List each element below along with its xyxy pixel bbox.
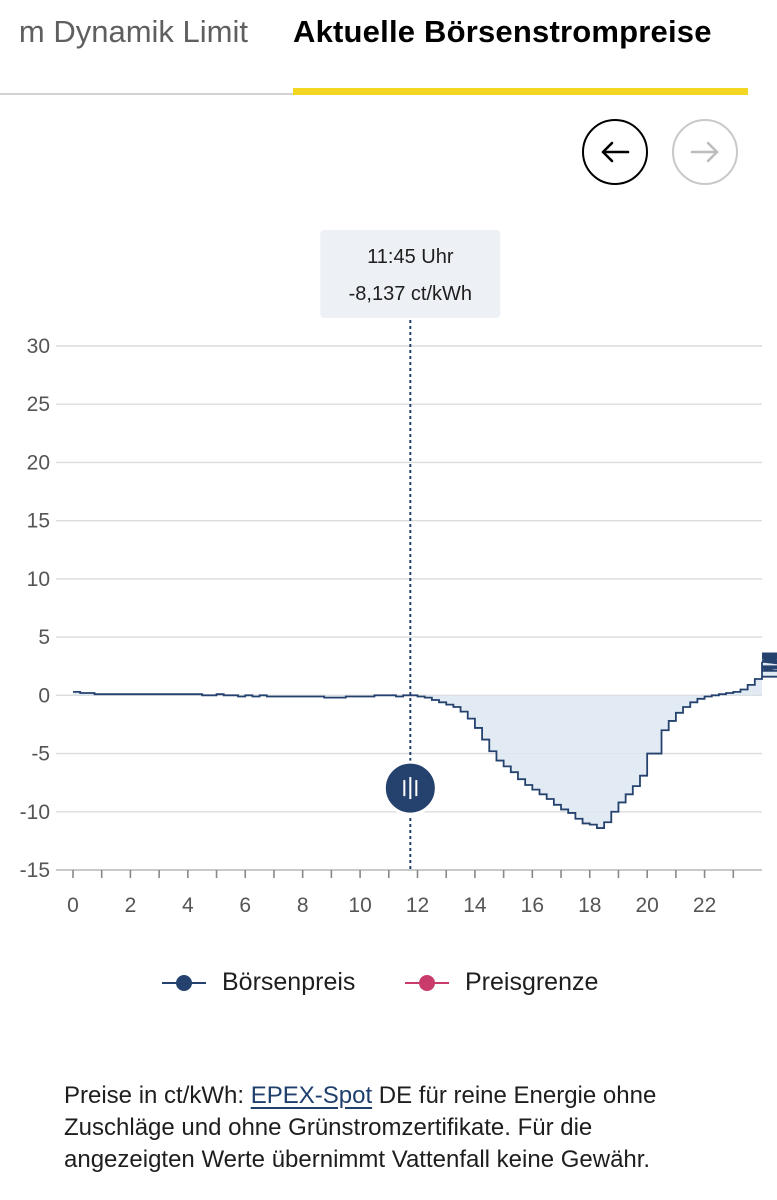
legend-item-boersenpreis[interactable]: Börsenpreis [162, 968, 355, 997]
arrow-left-icon [601, 141, 630, 163]
x-tick-label: 8 [297, 894, 309, 917]
x-tick-label: 14 [463, 894, 487, 917]
previous-day-button[interactable] [582, 119, 648, 185]
epex-spot-link[interactable]: EPEX-Spot [250, 1082, 373, 1109]
x-tick-label: 12 [406, 894, 429, 917]
legend-item-preisgrenze[interactable]: Preisgrenze [405, 968, 598, 997]
y-tick-label: -10 [20, 801, 50, 824]
tooltip-time: 11:45 Uhr [367, 246, 454, 268]
next-day-button[interactable] [672, 119, 738, 185]
legend-label-preisgrenze: Preisgrenze [465, 968, 599, 996]
drag-handle-icon [403, 777, 418, 800]
active-tab-indicator [293, 88, 748, 95]
price-chart[interactable]: 30 25 20 15 10 5 0 -5 -10 -15 0 2 4 6 8 10 12 14 16 18 20 22… [0, 220, 777, 940]
tooltip: 11:45 Uhr -8,137 ct/kWh [320, 230, 501, 318]
price-footnote: Preise in ct/kWh: EPEX-Spot DE für reine… [64, 1080, 724, 1176]
cursor-drag-handle[interactable] [382, 760, 438, 816]
x-tick-label: 20 [635, 894, 658, 917]
legend-marker-preisgrenze [405, 974, 449, 991]
x-axis: 0 2 4 6 8 10 12 14 16 18 20 22 [56, 869, 762, 917]
x-tick-label: 2 [125, 894, 137, 917]
tab-boersenstrompreise[interactable]: Aktuelle Börsenstrompreise [293, 14, 712, 49]
y-tick-label: -5 [31, 743, 50, 766]
price-area [73, 653, 777, 829]
tab-divider [0, 93, 293, 95]
x-tick-label: 18 [578, 894, 601, 917]
x-tick-label: 0 [67, 894, 79, 917]
y-tick-label: 10 [27, 568, 50, 591]
price-line-boersenpreis [73, 652, 777, 829]
footnote-prefix: Preise in ct/kWh: [64, 1082, 251, 1109]
y-tick-label: 20 [27, 451, 50, 474]
footnote-suffix: DE für reine Energie ohne Zuschläge und … [64, 1082, 657, 1173]
y-tick-label: 5 [38, 626, 50, 649]
tab-dynamik-limit[interactable]: m Dynamik Limit [18, 14, 248, 49]
y-tick-label: 0 [38, 684, 50, 707]
y-tick-label: 25 [27, 393, 50, 416]
tooltip-value: -8,137 ct/kWh [349, 283, 472, 305]
y-axis-ticks: 30 25 20 15 10 5 0 -5 -10 -15 [20, 335, 50, 882]
x-tick-label: 4 [182, 894, 194, 917]
y-tick-label: -15 [20, 859, 50, 882]
legend-marker-boersenpreis [162, 974, 206, 991]
x-tick-label: 22 [693, 894, 716, 917]
arrow-right-icon [690, 141, 719, 163]
legend-label-boersenpreis: Börsenpreis [222, 968, 356, 996]
x-tick-label: 6 [239, 894, 251, 917]
y-tick-label: 15 [27, 510, 50, 533]
x-tick-label: 16 [521, 894, 544, 917]
chart-legend: Börsenpreis Preisgrenze [0, 968, 777, 1004]
y-tick-label: 30 [27, 335, 50, 358]
tooltip-box [320, 230, 501, 318]
tab-bar: m Dynamik Limit Aktuelle Börsenstromprei… [0, 0, 777, 96]
x-tick-label: 10 [348, 894, 371, 917]
